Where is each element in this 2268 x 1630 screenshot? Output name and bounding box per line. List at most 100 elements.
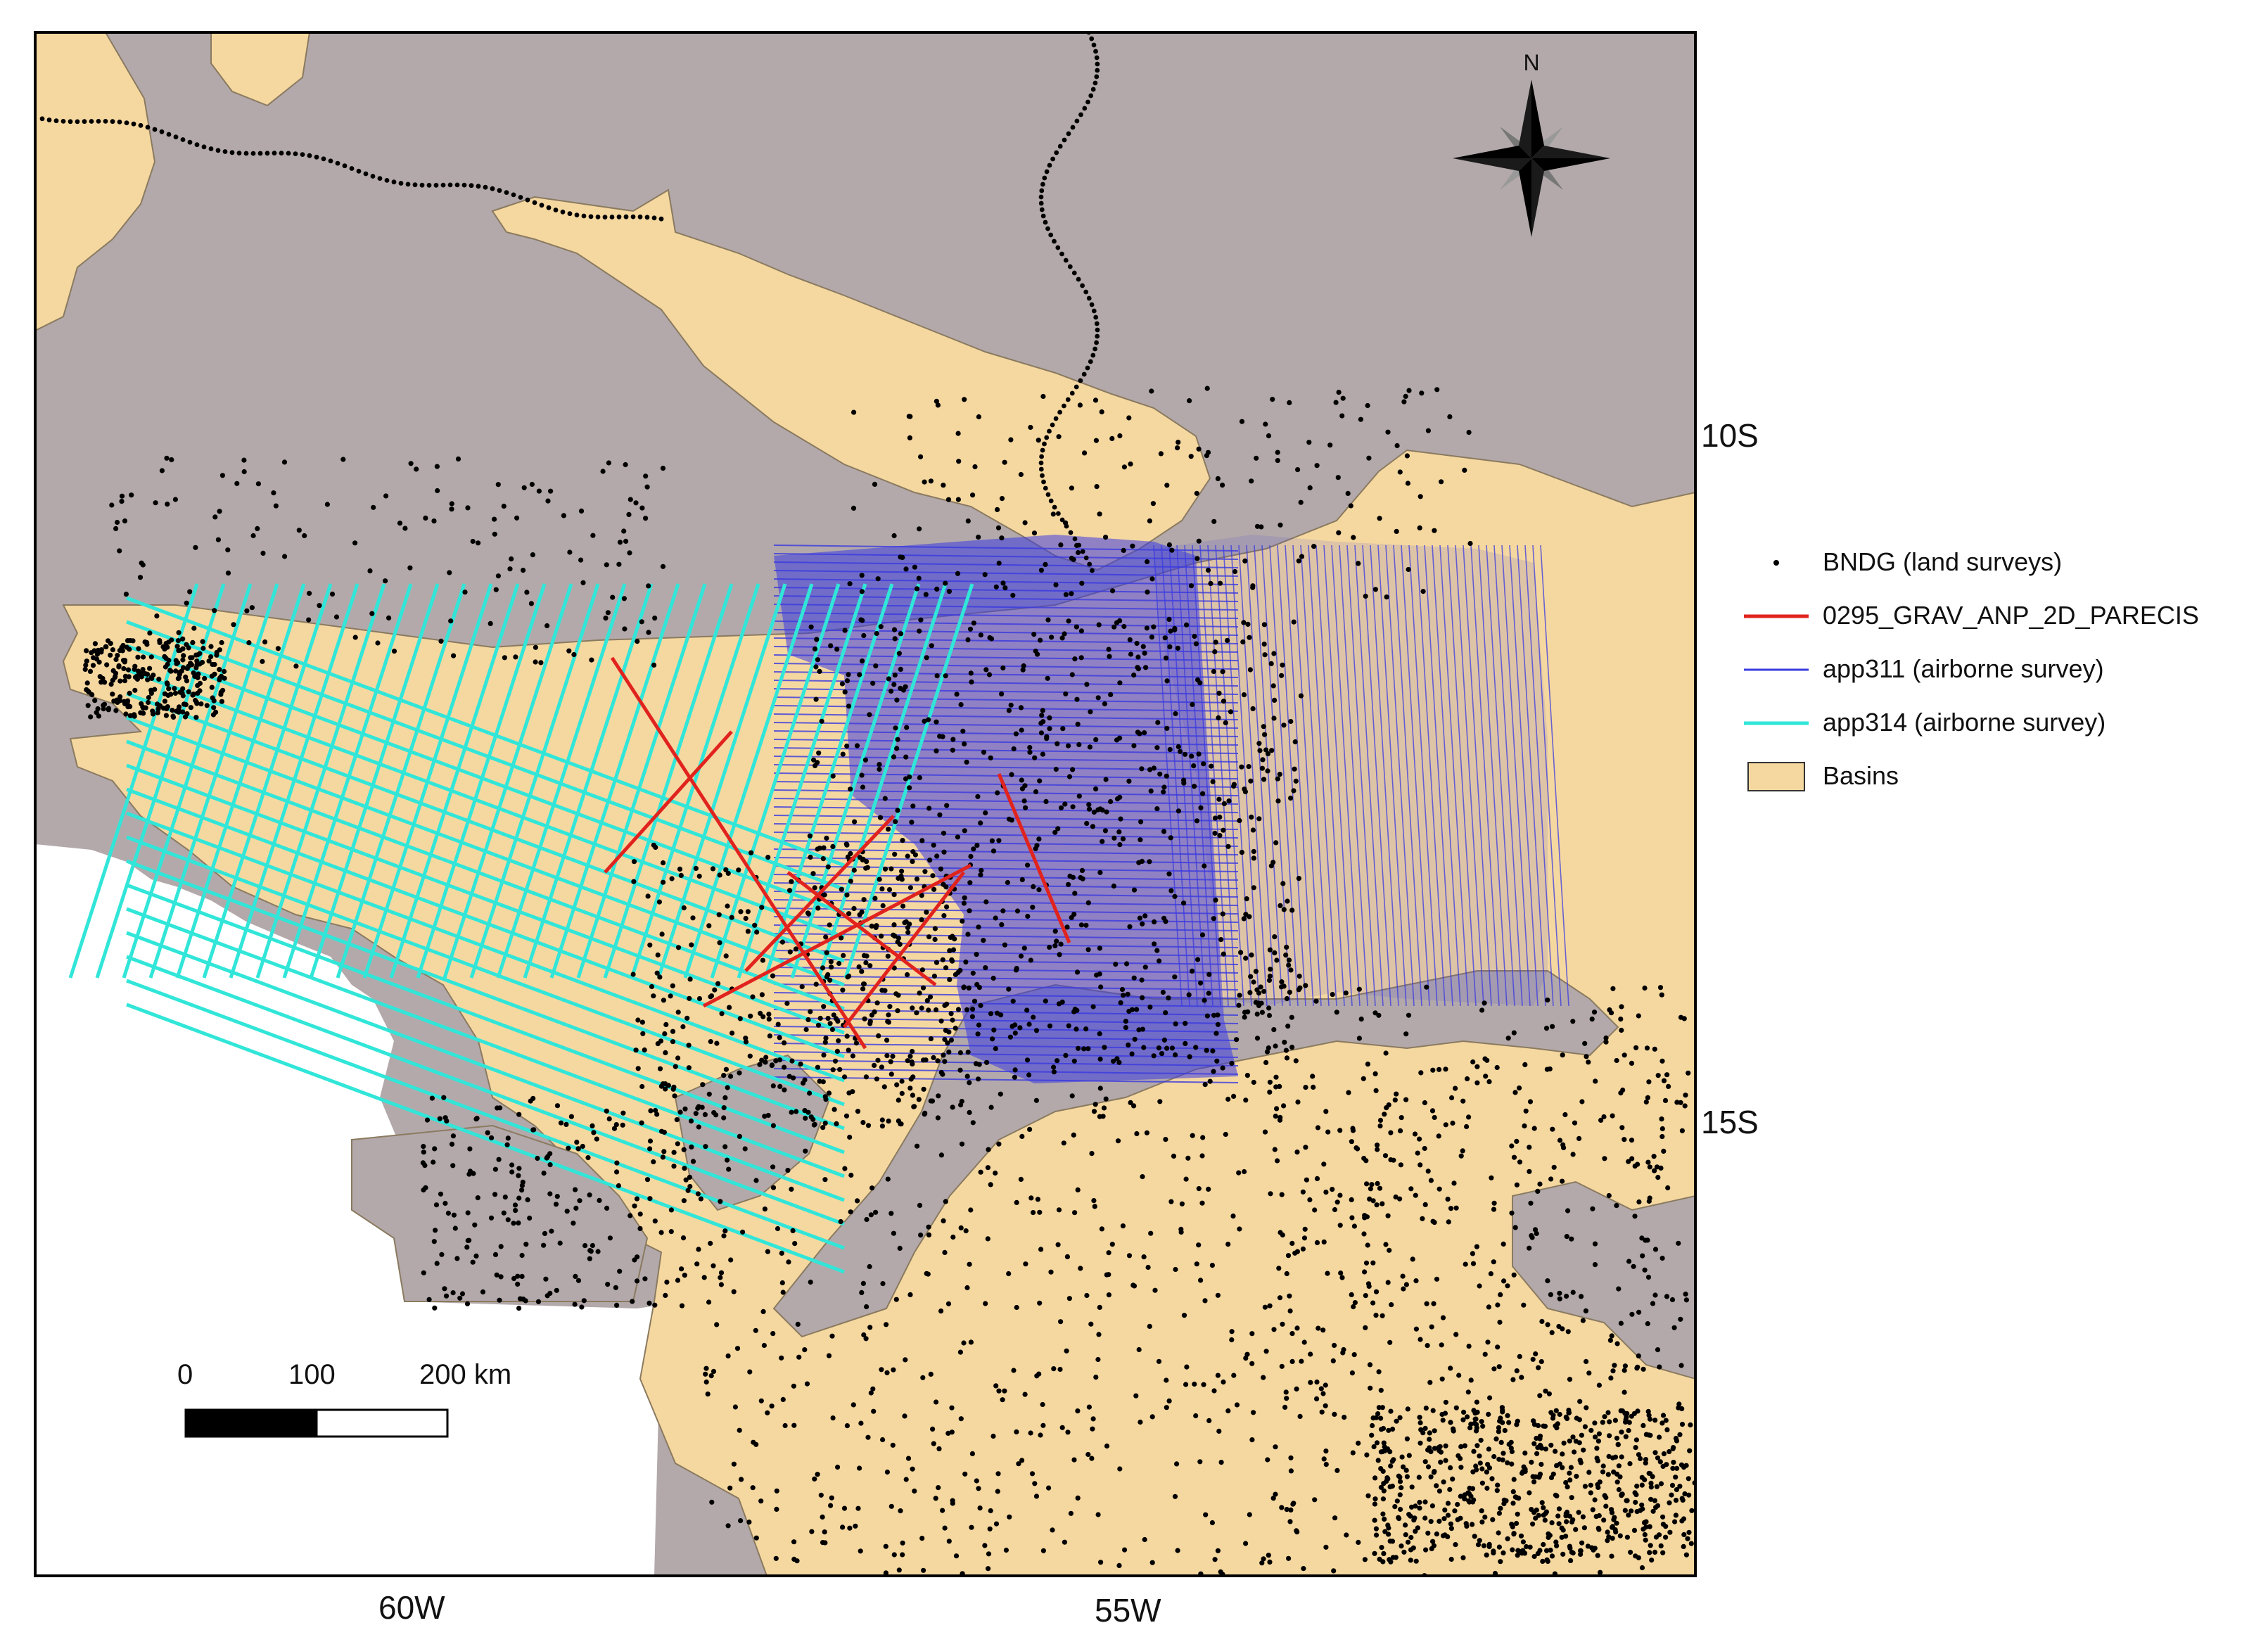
bndg-point [1095,807,1101,813]
bndg-point [905,853,910,859]
bndg-point [1639,1482,1645,1488]
bndg-point [1588,1427,1594,1433]
bndg-point [104,662,110,668]
bndg-point [1659,1134,1665,1140]
bndg-point [836,1038,841,1044]
bndg-point [1117,680,1123,686]
bndg-point [1057,144,1063,149]
bndg-point [1658,1165,1664,1171]
bndg-point [1259,1560,1265,1566]
bndg-point [712,987,718,993]
bndg-point [1548,1292,1553,1297]
app311-flight-line [1486,545,1515,1007]
bndg-point [1688,1422,1693,1428]
bndg-point [92,641,98,647]
app311-flight-line [773,578,1239,585]
bndg-point [631,879,637,884]
app311-flight-line [773,1051,1239,1058]
bndg-point [96,713,101,719]
bndg-point [1382,1153,1389,1159]
bndg-point [1074,624,1079,630]
bndg-point [1640,1253,1645,1259]
bndg-point [1367,1196,1372,1202]
bndg-point [1151,765,1157,771]
bndg-point [109,502,115,508]
bndg-point [173,134,179,140]
bndg-point [119,499,125,504]
bndg-point [1075,1495,1081,1501]
bndg-point [1241,620,1247,625]
bndg-point [779,1280,785,1286]
bndg-point [1311,1084,1316,1090]
bndg-point [1654,1164,1660,1170]
bndg-point [1251,848,1256,854]
bndg-point [743,915,748,922]
bndg-point [1429,1503,1435,1509]
bndg-point [1237,817,1242,824]
bndg-point [967,880,973,886]
bndg-point [891,1230,896,1236]
bndg-point [1672,1519,1678,1524]
bndg-point [1140,644,1146,649]
bndg-point [1052,504,1057,510]
bndg-point [803,1026,809,1033]
bndg-point [766,1012,772,1017]
bndg-point [677,1109,683,1115]
bndg-point [1239,764,1244,770]
bndg-point [1348,503,1353,509]
bndg-point [665,1083,672,1088]
bndg-point [817,668,822,675]
bndg-point [839,886,844,892]
bndg-point [1567,1438,1572,1444]
bndg-point [181,653,186,658]
bndg-point [1566,1410,1572,1415]
bndg-point [888,1059,893,1064]
bndg-point [886,1019,891,1025]
bndg-point [1337,1223,1343,1228]
app314-tie-line [282,583,413,979]
bndg-point [1244,1073,1250,1078]
bndg-point [1085,1046,1091,1052]
bndg-point [493,587,499,592]
bndg-point [1009,817,1014,823]
bndg-point [718,1275,723,1280]
bndg-point [1605,1472,1611,1477]
bndg-point [1461,1409,1467,1415]
bndg-point [1652,1046,1657,1052]
bndg-point [821,1004,827,1010]
bndg-point [947,948,953,953]
bndg-point [494,1272,499,1278]
bndg-point [941,849,947,855]
bndg-point [626,511,632,518]
bndg-point [670,1039,676,1045]
bndg-point [1181,780,1187,786]
bndg-point [1417,525,1422,531]
bndg-point [200,659,205,666]
bndg-point [827,977,833,983]
bndg-point [1413,1278,1419,1284]
bndg-point [955,969,961,975]
app311-flight-line [773,772,1239,779]
bndg-point [632,1257,637,1263]
bndg-point [647,942,653,948]
bndg-point [1263,1059,1269,1065]
app314-tie-line [469,583,600,979]
bndg-point [1650,1301,1656,1306]
bndg-point [1432,1428,1437,1434]
bndg-point [222,149,228,154]
bndg-point [654,1112,660,1117]
bndg-point [1522,1450,1528,1456]
bndg-point [613,1285,619,1290]
bndg-point [1592,1420,1598,1426]
bndg-point [1205,567,1211,573]
bndg-point [87,668,94,675]
app314-flight-line [126,787,845,1059]
bndg-point [604,1108,609,1114]
bndg-point [1066,774,1073,779]
bndg-point [1216,796,1222,802]
lon-label-55w: 55W [1095,1592,1161,1629]
bndg-point [1344,1532,1349,1538]
bndg-point [1498,1559,1503,1565]
bndg-point [1366,455,1372,461]
bndg-point [1659,1255,1665,1261]
